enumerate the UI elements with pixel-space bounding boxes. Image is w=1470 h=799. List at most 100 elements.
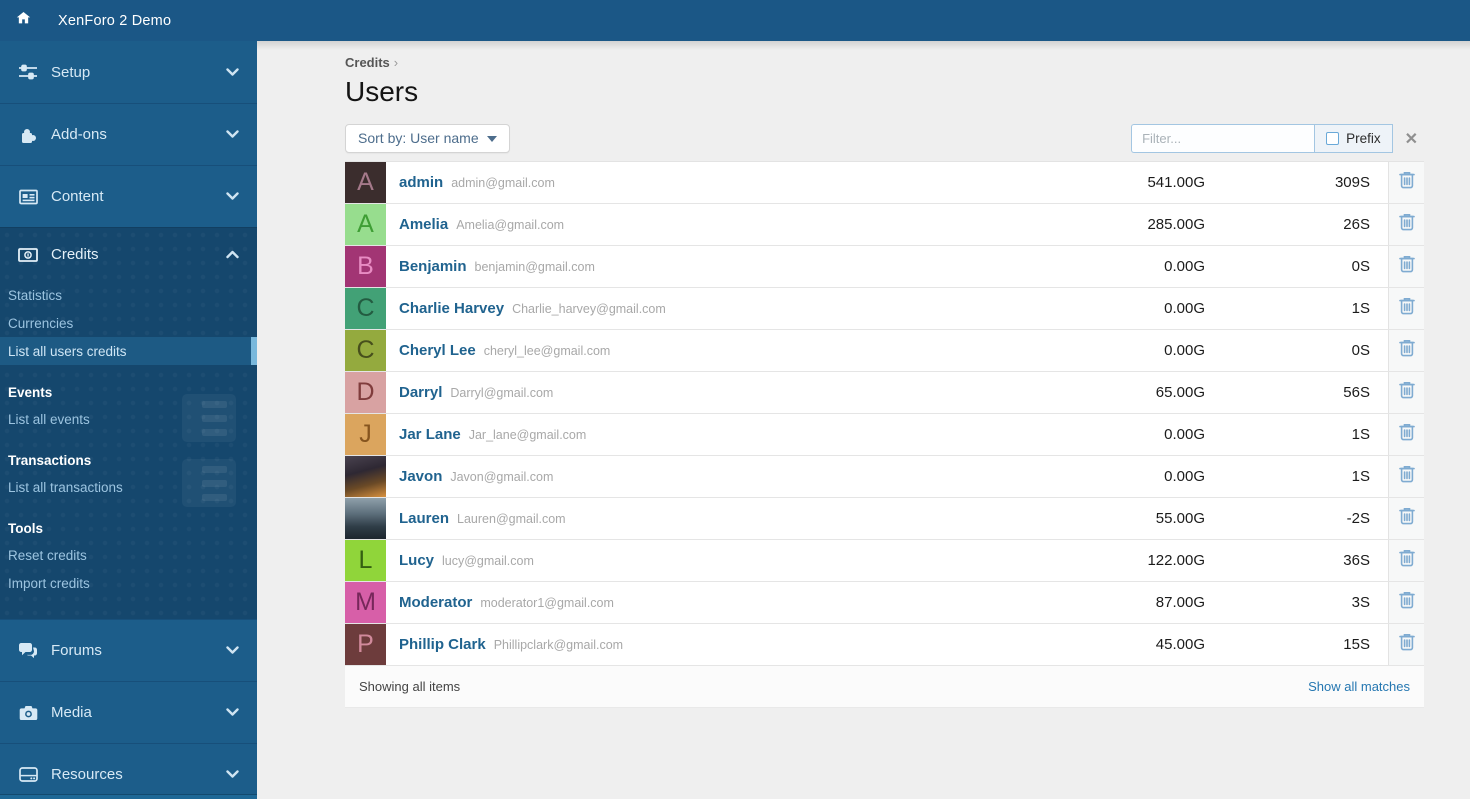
user-avatar[interactable] (345, 456, 386, 497)
user-identity: Jar Lane Jar_lane@gmail.com (399, 426, 1005, 443)
toolbar: Sort by: User name Prefix ✕ (345, 124, 1424, 153)
user-avatar[interactable]: J (345, 414, 386, 455)
delete-user-credits-button[interactable] (1388, 498, 1424, 539)
gold-credits-value: 0.00G (1164, 426, 1205, 443)
sidebar-item-label: Content (51, 188, 104, 205)
user-name-link[interactable]: Lauren (399, 510, 450, 527)
app-title[interactable]: XenForo 2 Demo (58, 12, 172, 29)
delete-user-credits-button[interactable] (1388, 330, 1424, 371)
sidebar-item-content[interactable]: Content (0, 165, 257, 227)
user-email: benjamin@gmail.com (474, 260, 595, 274)
user-name-link[interactable]: Phillip Clark (399, 636, 486, 653)
silver-credits-value: 15S (1343, 636, 1370, 653)
user-name-link[interactable]: Darryl (399, 384, 443, 401)
user-avatar[interactable]: A (345, 162, 386, 203)
prefix-checkbox[interactable] (1326, 132, 1340, 145)
sidebar-item-media[interactable]: Media (0, 681, 257, 743)
gold-credits-value: 285.00G (1147, 216, 1205, 233)
delete-user-credits-button[interactable] (1388, 624, 1424, 665)
user-name-link[interactable]: Moderator (399, 594, 473, 611)
puzzle-icon (18, 126, 38, 144)
sidebar-link-import-credits[interactable]: Import credits (8, 575, 90, 591)
user-avatar[interactable]: D (345, 372, 386, 413)
drive-icon (18, 767, 38, 782)
silver-credits-value: 26S (1343, 216, 1370, 233)
user-name-link[interactable]: Benjamin (399, 258, 467, 275)
close-icon: ✕ (1404, 130, 1418, 148)
home-button[interactable] (0, 0, 46, 41)
sidebar-next-item-edge (0, 794, 257, 799)
breadcrumb: Credits › (345, 55, 1424, 70)
sidebar-link-list-all-transactions[interactable]: List all transactions (8, 479, 123, 495)
delete-user-credits-button[interactable] (1388, 582, 1424, 623)
user-name-link[interactable]: Charlie Harvey (399, 300, 505, 317)
user-name-link[interactable]: Jar Lane (399, 426, 461, 443)
user-email: Darryl@gmail.com (450, 386, 554, 400)
sidebar-item-addons[interactable]: Add-ons (0, 103, 257, 165)
newspaper-icon (18, 189, 38, 205)
sidebar-link-reset-credits[interactable]: Reset credits (8, 547, 87, 563)
sidebar-link-currencies[interactable]: Currencies (8, 315, 74, 331)
trash-icon (1398, 465, 1415, 488)
user-identity: Lucy lucy@gmail.com (399, 552, 1005, 569)
chevron-down-icon (226, 192, 239, 201)
sidebar-item-setup[interactable]: Setup (0, 41, 257, 103)
silver-credits-value: 36S (1343, 552, 1370, 569)
user-avatar[interactable]: P (345, 624, 386, 665)
sidebar-link-list-all-events[interactable]: List all events (8, 411, 90, 427)
sidebar-item-credits[interactable]: Credits (0, 228, 257, 281)
user-avatar[interactable]: C (345, 288, 386, 329)
user-name-link[interactable]: admin (399, 174, 444, 191)
comments-icon (18, 642, 38, 659)
sidebar-link-statistics[interactable]: Statistics (8, 287, 63, 303)
user-credits-list: A admin admin@gmail.com 541.00G 309S A (345, 161, 1424, 666)
user-name-link[interactable]: Amelia (399, 216, 449, 233)
user-row: D Darryl Darryl@gmail.com 65.00G 56S (345, 372, 1424, 414)
caret-down-icon (486, 135, 497, 142)
user-avatar[interactable]: L (345, 540, 386, 581)
trash-icon (1398, 507, 1415, 530)
sliders-icon (18, 64, 38, 81)
delete-user-credits-button[interactable] (1388, 372, 1424, 413)
user-avatar[interactable]: M (345, 582, 386, 623)
trash-icon (1398, 213, 1415, 236)
filter-input[interactable] (1131, 124, 1315, 153)
delete-user-credits-button[interactable] (1388, 456, 1424, 497)
user-row: B Benjamin benjamin@gmail.com 0.00G 0S (345, 246, 1424, 288)
user-avatar[interactable]: A (345, 204, 386, 245)
prefix-toggle[interactable]: Prefix (1314, 124, 1393, 153)
user-identity: Amelia Amelia@gmail.com (399, 216, 1005, 233)
clear-filter-button[interactable]: ✕ (1393, 124, 1424, 153)
user-email: Lauren@gmail.com (457, 512, 566, 526)
sort-by-button[interactable]: Sort by: User name (345, 124, 510, 153)
main-area: Credits› Users Sort by: User name Prefix… (257, 41, 1470, 799)
delete-user-credits-button[interactable] (1388, 288, 1424, 329)
sidebar-group-events: Events (8, 384, 53, 400)
user-name-link[interactable]: Javon (399, 468, 443, 485)
show-all-matches-link[interactable]: Show all matches (1308, 679, 1410, 694)
list-footer: Showing all items Show all matches (345, 666, 1424, 708)
delete-user-credits-button[interactable] (1388, 246, 1424, 287)
breadcrumb-credits[interactable]: Credits (345, 55, 390, 70)
sidebar-link-list-all-users-credits[interactable]: List all users credits (0, 337, 257, 365)
delete-user-credits-button[interactable] (1388, 162, 1424, 203)
delete-user-credits-button[interactable] (1388, 540, 1424, 581)
sidebar-item-forums[interactable]: Forums (0, 619, 257, 681)
user-email: cheryl_lee@gmail.com (483, 344, 611, 358)
user-row: C Cheryl Lee cheryl_lee@gmail.com 0.00G … (345, 330, 1424, 372)
user-identity: Lauren Lauren@gmail.com (399, 510, 1005, 527)
user-name-link[interactable]: Cheryl Lee (399, 342, 476, 359)
user-avatar[interactable] (345, 498, 386, 539)
delete-user-credits-button[interactable] (1388, 414, 1424, 455)
trash-icon (1398, 339, 1415, 362)
user-identity: Charlie Harvey Charlie_harvey@gmail.com (399, 300, 1005, 317)
user-email: Jar_lane@gmail.com (468, 428, 587, 442)
user-name-link[interactable]: Lucy (399, 552, 435, 569)
user-avatar[interactable]: B (345, 246, 386, 287)
user-avatar[interactable]: C (345, 330, 386, 371)
sidebar-item-resources[interactable]: Resources (0, 743, 257, 799)
delete-user-credits-button[interactable] (1388, 204, 1424, 245)
gold-credits-value: 0.00G (1164, 468, 1205, 485)
sidebar-group-tools: Tools (8, 520, 43, 536)
gold-credits-value: 45.00G (1155, 636, 1205, 653)
